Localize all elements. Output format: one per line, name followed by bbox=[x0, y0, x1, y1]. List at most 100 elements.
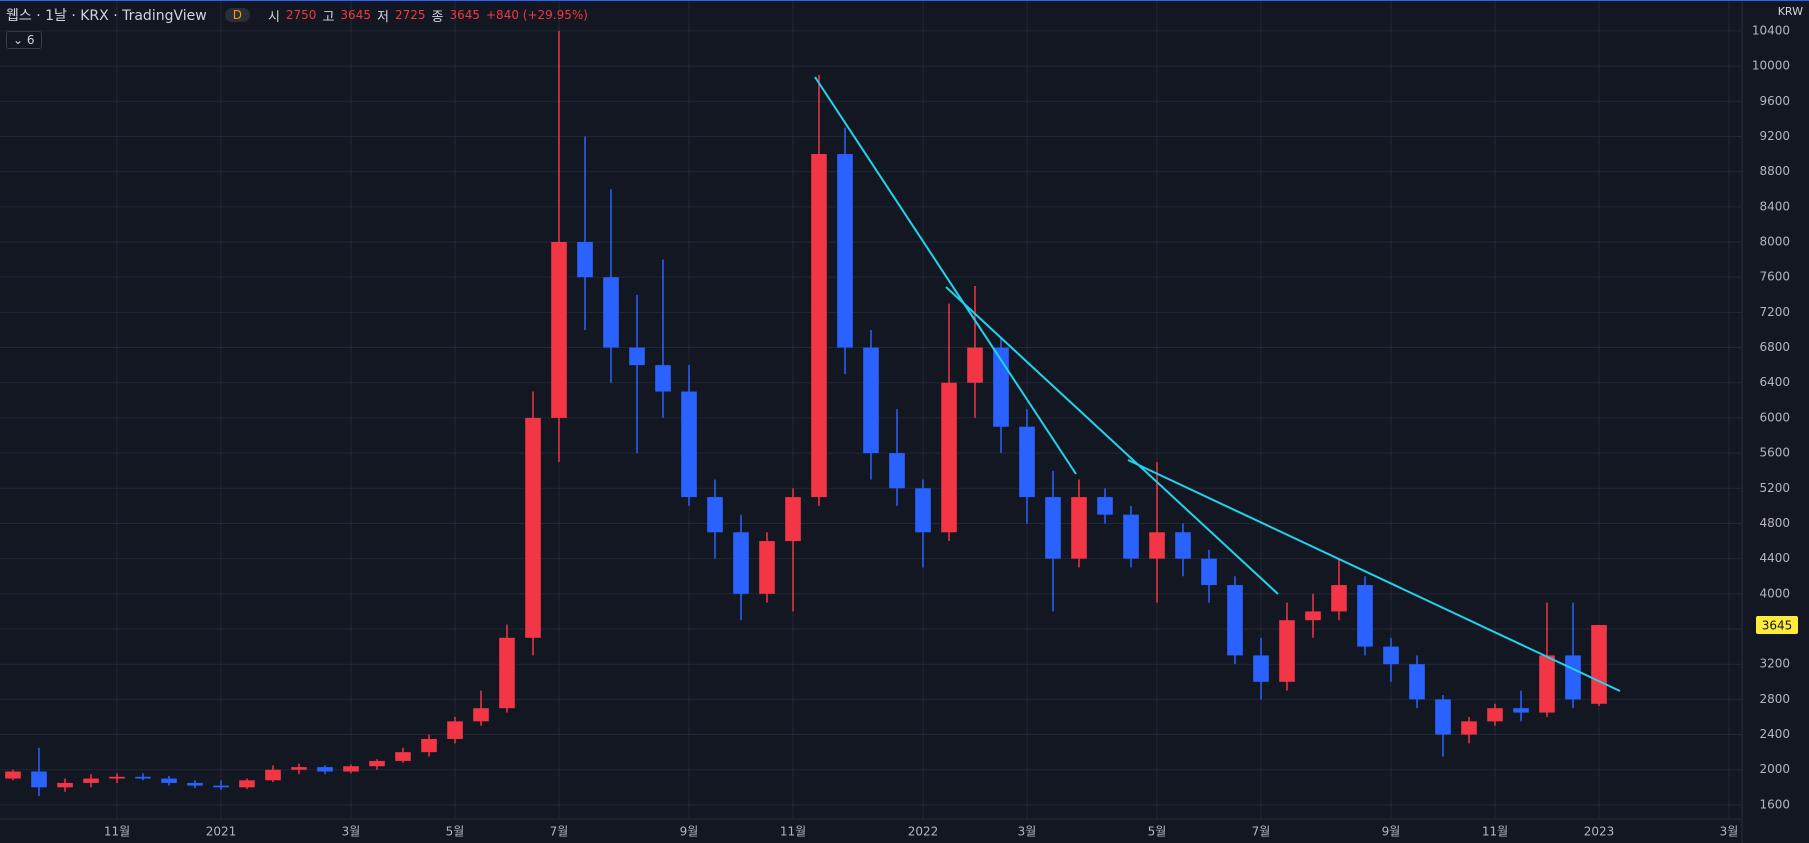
candle-body bbox=[31, 771, 47, 788]
open-value: 2750 bbox=[285, 8, 317, 22]
candle-body bbox=[161, 778, 177, 783]
candle-body bbox=[5, 771, 21, 779]
candle-body bbox=[1045, 497, 1061, 559]
candle-body bbox=[213, 785, 229, 788]
x-tick-label: 7월 bbox=[550, 825, 569, 839]
candles bbox=[5, 30, 1607, 797]
x-tick-label: 9월 bbox=[680, 825, 699, 839]
candle-body bbox=[889, 453, 905, 489]
y-tick-label: 4400 bbox=[1759, 551, 1790, 565]
symbol-title[interactable]: 웹스 · 1날 · KRX · TradingView bbox=[6, 8, 207, 24]
candle-body bbox=[1487, 708, 1503, 722]
candle-body bbox=[551, 242, 567, 418]
candle-body bbox=[1331, 585, 1347, 612]
candle-body bbox=[1565, 655, 1581, 700]
open-label: 시 bbox=[267, 9, 280, 25]
x-tick-label: 3월 bbox=[342, 825, 361, 839]
y-tick-label: 7600 bbox=[1759, 270, 1790, 284]
candle-body bbox=[1461, 721, 1477, 735]
trendlines bbox=[814, 76, 1621, 692]
candle-body bbox=[681, 391, 697, 498]
indicator-toggle[interactable]: ⌄ 6 bbox=[6, 31, 42, 49]
y-tick-label: 2000 bbox=[1759, 762, 1790, 776]
candle-body bbox=[733, 532, 749, 594]
x-tick-label: 2021 bbox=[206, 825, 237, 839]
low-label: 저 bbox=[376, 9, 389, 25]
low-value: 2725 bbox=[394, 8, 426, 22]
trendline[interactable] bbox=[1127, 459, 1621, 692]
candle-body bbox=[499, 637, 515, 709]
candle-body bbox=[473, 708, 489, 722]
x-tick-label: 3월 bbox=[1720, 825, 1739, 839]
x-tick-label: 5월 bbox=[446, 825, 465, 839]
candle-body bbox=[915, 488, 931, 533]
candle-body bbox=[239, 780, 255, 788]
candle-body bbox=[967, 347, 983, 383]
candle-body bbox=[57, 782, 73, 788]
candle-body bbox=[941, 382, 957, 533]
y-tick-label: 2800 bbox=[1759, 692, 1790, 706]
x-tick-label: 3월 bbox=[1018, 825, 1037, 839]
y-tick-label: 9600 bbox=[1759, 94, 1790, 108]
candle-body bbox=[1279, 620, 1295, 682]
candle-body bbox=[1253, 655, 1269, 682]
candle-body bbox=[109, 776, 125, 779]
legend-header: 웹스 · 1날 · KRX · TradingView D 시 2750 고 364… bbox=[6, 5, 588, 25]
candle-body bbox=[1201, 558, 1217, 586]
currency: KRW bbox=[1777, 5, 1803, 18]
y-tick-label: 6000 bbox=[1759, 410, 1790, 424]
x-tick-label: 11월 bbox=[104, 825, 130, 839]
candle-body bbox=[421, 738, 437, 753]
close-value: 3645 bbox=[449, 8, 480, 22]
candle-body bbox=[265, 769, 281, 781]
trendline[interactable] bbox=[945, 286, 1279, 595]
candle-body bbox=[1097, 497, 1113, 515]
candle-body bbox=[1435, 699, 1451, 735]
candle-body bbox=[603, 277, 619, 348]
x-tick-label: 11월 bbox=[780, 825, 806, 839]
y-tick-label: 3200 bbox=[1759, 657, 1790, 671]
trendline[interactable] bbox=[814, 76, 1077, 475]
candle-body bbox=[1409, 664, 1425, 700]
y-tick-label: 4000 bbox=[1759, 586, 1790, 600]
candle-body bbox=[655, 365, 671, 392]
candle-body bbox=[187, 782, 203, 786]
y-tick-label: 1600 bbox=[1759, 797, 1790, 811]
candle-body bbox=[863, 347, 879, 454]
candle-body bbox=[1357, 585, 1373, 647]
y-tick-label: 6800 bbox=[1759, 340, 1790, 354]
currency-selector[interactable]: KRW bbox=[1778, 5, 1803, 18]
candle-body bbox=[1149, 532, 1165, 559]
candle-body bbox=[1591, 625, 1607, 704]
change-value: +840 (+29.95%) bbox=[486, 8, 588, 22]
x-tick-label: 11월 bbox=[1482, 825, 1508, 839]
candle-body bbox=[785, 497, 801, 542]
y-tick-label: 8400 bbox=[1759, 199, 1790, 213]
chevron: ⌄ bbox=[13, 33, 27, 47]
candle-body bbox=[1123, 514, 1139, 559]
candle-body bbox=[291, 767, 307, 770]
candle-body bbox=[1019, 426, 1035, 498]
last-price-label: 3645 bbox=[1762, 619, 1793, 633]
y-tick-label: 7200 bbox=[1759, 305, 1790, 319]
candle-body bbox=[525, 417, 541, 638]
candle-body bbox=[811, 154, 827, 498]
interval-badge[interactable]: D bbox=[224, 8, 250, 22]
x-tick-label: 9월 bbox=[1382, 825, 1401, 839]
y-tick-label: 5200 bbox=[1759, 481, 1790, 495]
x-tick-label: 5월 bbox=[1148, 825, 1167, 839]
candle-body bbox=[343, 766, 359, 772]
candle-body bbox=[759, 541, 775, 594]
y-tick-label: 6400 bbox=[1759, 375, 1790, 389]
candle-body bbox=[1175, 532, 1191, 559]
indicator-count: 6 bbox=[26, 33, 35, 47]
y-tick-label: 8800 bbox=[1759, 164, 1790, 178]
high-label: 고 bbox=[322, 9, 335, 25]
y-tick-label: 2400 bbox=[1759, 727, 1790, 741]
y-tick-label: 10000 bbox=[1752, 59, 1790, 73]
candle-body bbox=[1383, 646, 1399, 665]
candle-body bbox=[395, 752, 411, 761]
candle-body bbox=[1305, 611, 1321, 621]
